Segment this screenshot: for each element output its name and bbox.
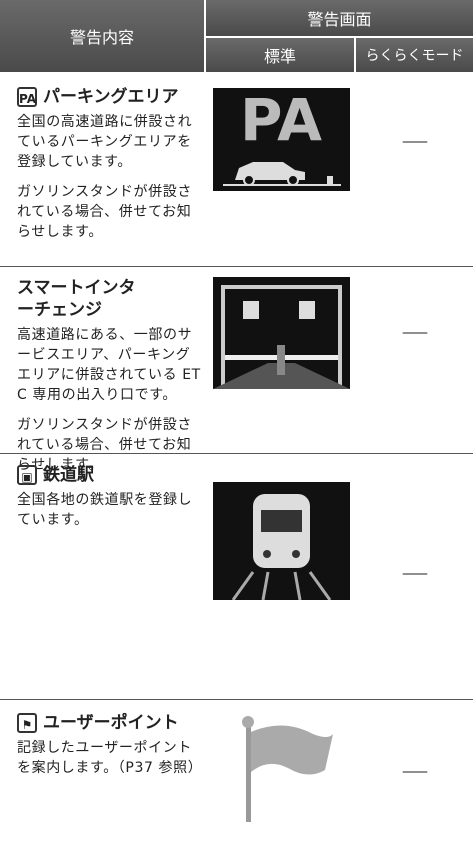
row-text: ⚑ ユーザーポイント 記録したユーザーポイントを案内します。（P37 参照） [17,712,203,788]
easy-mode-none: —— [402,325,428,341]
title: スマートインターチェンジ [17,278,136,320]
row-text: ▣ 鉄道駅 全国各地の鉄道駅を登録しています。 [17,464,203,540]
image-text: PA [240,88,322,154]
badge: PA [17,87,37,107]
header-content: 警告内容 [0,0,204,72]
paragraph: 高速道路にある、一部のサービスエリア、パーキングエリアに併設されている ETC … [17,327,201,403]
row-text: PA パーキングエリア 全国の高速道路に併設されているパーキングエリアを登録してい… [17,86,203,252]
row-title: ⚑ ユーザーポイント [17,712,203,734]
row: スマートインターチェンジ 高速道路にある、一部のサービスエリア、パーキングエリア… [0,267,473,473]
row-title: ▣ 鉄道駅 [17,464,203,486]
row-text: スマートインターチェンジ 高速道路にある、一部のサービスエリア、パーキングエリア… [17,277,203,485]
title: ユーザーポイント [43,713,179,733]
screen-image: PA [213,88,350,191]
header-screen: 警告画面 [206,0,473,36]
paragraph: ガソリンスタンドが併設されている場合、併せてお知らせします。 [17,184,192,240]
row: PA パーキングエリア 全国の高速道路に併設されているパーキングエリアを登録してい… [0,76,473,267]
paragraph: 全国の高速道路に併設されているパーキングエリアを登録しています。 [17,114,193,170]
screen-image [213,482,350,600]
row: ▣ 鉄道駅 全国各地の鉄道駅を登録しています。 —— [0,454,473,700]
paragraph: 記録したユーザーポイントを案内します。（P37 参照） [17,740,203,776]
easy-mode-none: —— [402,566,428,582]
row: ⚑ ユーザーポイント 記録したユーザーポイントを案内します。（P37 参照） —— [0,700,473,864]
header-standard: 標準 [206,38,354,72]
header-easy: らくらくモード [356,38,473,72]
title: 鉄道駅 [43,465,94,485]
row-title: PA パーキングエリア [17,86,203,108]
paragraph: 全国各地の鉄道駅を登録しています。 [17,492,193,528]
screen-image [242,716,333,822]
badge-icon: ⚑ [17,713,37,733]
easy-mode-none: —— [402,134,428,150]
screen-image [213,277,350,389]
paragraph: ガソリンスタンドが併設されている場合、併せてお知らせします。 [17,417,192,473]
easy-mode-none: —— [402,764,428,780]
badge-icon: ▣ [17,465,37,485]
title: パーキングエリア [43,87,179,107]
